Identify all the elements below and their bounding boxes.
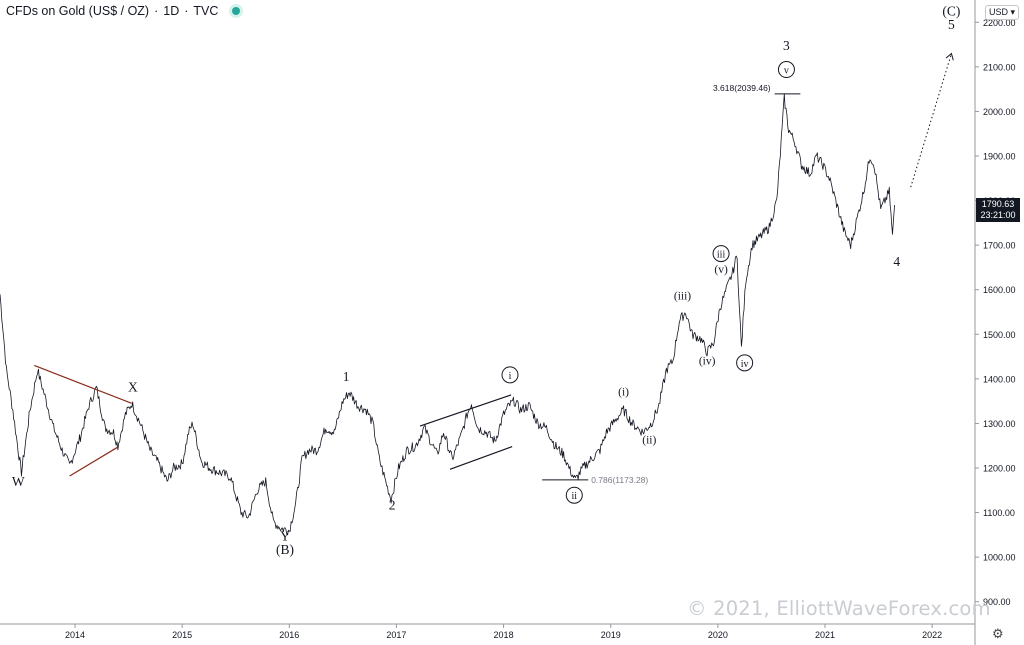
trendline (449, 446, 513, 470)
wave-label: 5 (948, 17, 955, 32)
wave-label: (iii) (674, 291, 691, 303)
wave-label: (v) (714, 264, 728, 276)
x-tick-label: 2019 (601, 630, 621, 640)
wave-label: 2 (389, 497, 396, 512)
y-tick-label: 1600.00 (983, 285, 1016, 295)
trendline (34, 364, 133, 404)
wave-label: (i) (618, 386, 629, 398)
wave-label: (ii) (642, 434, 656, 446)
watermark: © 2021, ElliottWaveForex.com (687, 597, 991, 620)
y-tick-label: 2200.00 (983, 18, 1016, 28)
wave-label-circle (736, 354, 754, 372)
price-series-line (0, 93, 895, 536)
symbol-title: CFDs on Gold (US$ / OZ) (6, 4, 150, 18)
symbol-header: CFDs on Gold (US$ / OZ) · 1D · TVC (6, 4, 244, 18)
y-tick-label: 2000.00 (983, 107, 1016, 117)
y-tick-label: 900.00 (983, 597, 1011, 607)
last-price-label: 1790.63 23:21:00 (976, 198, 1020, 222)
y-tick-label: 1200.00 (983, 464, 1016, 474)
wave-label-circle (777, 61, 795, 79)
wave-label-circle (712, 245, 730, 263)
wave-label: 4 (893, 254, 900, 269)
bar-countdown: 23:21:00 (980, 210, 1016, 220)
wave-label: iii (717, 250, 726, 261)
wave-label: X (128, 379, 138, 394)
x-tick-label: 2014 (65, 630, 85, 640)
wave-label: (C) (942, 4, 960, 19)
x-tick-label: 2022 (922, 630, 942, 640)
wave-label-circle (501, 366, 519, 384)
interval-label[interactable]: 1D (163, 4, 180, 18)
x-tick-label: 2021 (815, 630, 835, 640)
market-status-icon (229, 4, 244, 18)
source-label: TVC (193, 4, 219, 18)
wave-label: W (12, 474, 25, 489)
x-tick-label: 2020 (708, 630, 728, 640)
trendline (419, 394, 512, 427)
separator-dot: · (154, 4, 159, 18)
y-tick-label: 2100.00 (983, 62, 1016, 72)
y-tick-label: 1900.00 (983, 152, 1016, 162)
currency-label: USD (989, 7, 1009, 17)
x-tick-label: 2017 (386, 630, 406, 640)
trendline (69, 446, 119, 477)
y-tick-label: 1300.00 (983, 419, 1016, 429)
fib-level-label: 3.618(2039.46) (713, 83, 771, 93)
last-price-value: 1790.63 (981, 199, 1015, 209)
wave-label: 1 (343, 369, 350, 384)
fib-level-label: 0.786(1173.28) (591, 475, 648, 485)
projection-arrowhead (945, 52, 954, 61)
wave-label: 3 (783, 38, 790, 53)
wave-label: i (509, 371, 512, 382)
y-tick-label: 1700.00 (983, 241, 1016, 251)
wave-label: iv (741, 359, 749, 370)
x-tick-label: 2015 (172, 630, 192, 640)
projection-arrow (910, 53, 952, 188)
wave-label: v (784, 66, 789, 77)
separator-dot: · (184, 4, 189, 18)
x-tick-label: 2016 (279, 630, 299, 640)
y-tick-label: 1400.00 (983, 374, 1016, 384)
wave-label-circle (565, 486, 583, 504)
y-tick-label: 1000.00 (983, 553, 1016, 563)
x-tick-label: 2018 (494, 630, 514, 640)
wave-label: Y (280, 529, 290, 544)
y-tick-label: 1100.00 (983, 508, 1015, 518)
currency-selector[interactable]: USD ▾ (985, 5, 1020, 20)
wave-label: (B) (276, 542, 294, 557)
wave-label: (iv) (699, 356, 716, 368)
wave-label: ii (572, 491, 578, 502)
y-tick-label: 1500.00 (983, 330, 1016, 340)
gear-icon[interactable]: ⚙ (992, 626, 1004, 641)
